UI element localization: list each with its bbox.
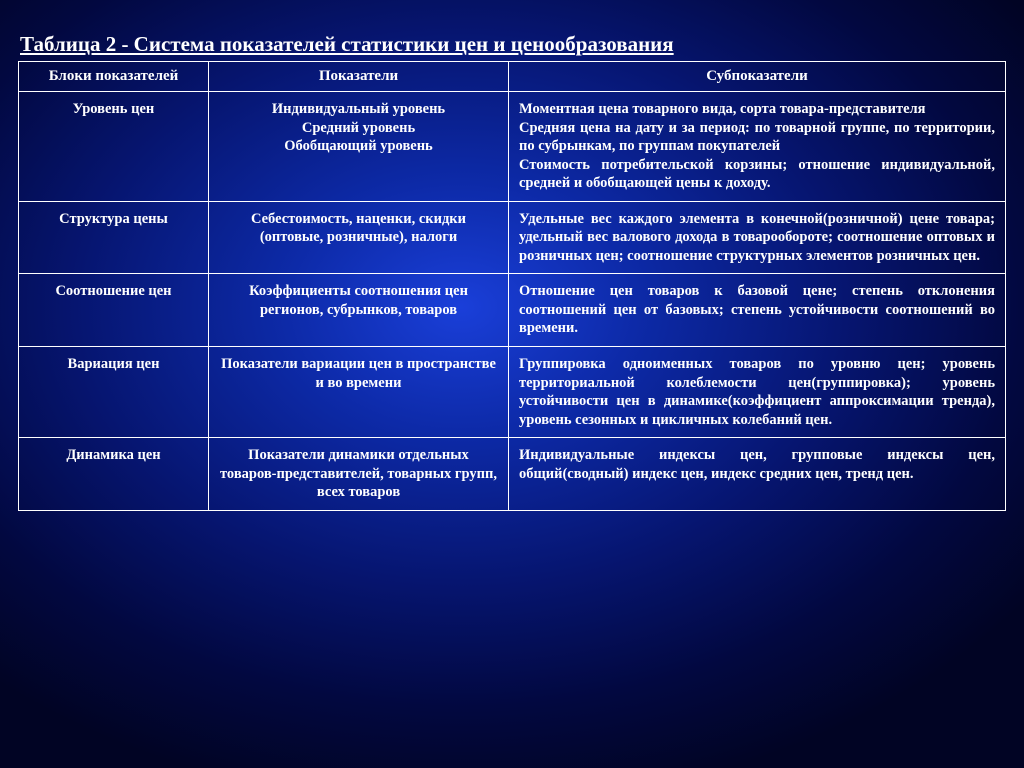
cell-indicators: Себестоимость, наценки, скидки (оптовые,… — [209, 201, 509, 274]
table-row: Динамика цен Показатели динамики отдельн… — [19, 438, 1006, 511]
cell-block: Соотношение цен — [19, 274, 209, 347]
cell-block: Динамика цен — [19, 438, 209, 511]
cell-block: Вариация цен — [19, 347, 209, 438]
cell-sub: Группировка одноименных товаров по уровн… — [509, 347, 1006, 438]
cell-block: Уровень цен — [19, 92, 209, 202]
cell-indicators: Коэффициенты соотношения цен регионов, с… — [209, 274, 509, 347]
cell-sub: Отношение цен товаров к базовой цене; ст… — [509, 274, 1006, 347]
table-row: Соотношение цен Коэффициенты соотношения… — [19, 274, 1006, 347]
table-row: Структура цены Себестоимость, наценки, с… — [19, 201, 1006, 274]
cell-indicators: Показатели вариации цен в пространстве и… — [209, 347, 509, 438]
header-indicators: Показатели — [209, 62, 509, 92]
cell-block: Структура цены — [19, 201, 209, 274]
cell-indicators: Показатели динамики отдельных товаров-пр… — [209, 438, 509, 511]
cell-sub: Индивидуальные индексы цен, групповые ин… — [509, 438, 1006, 511]
cell-sub: Моментная цена товарного вида, сорта тов… — [509, 92, 1006, 202]
cell-sub: Удельные вес каждого элемента в конечной… — [509, 201, 1006, 274]
table-row: Вариация цен Показатели вариации цен в п… — [19, 347, 1006, 438]
table-header-row: Блоки показателей Показатели Субпоказате… — [19, 62, 1006, 92]
header-subindicators: Субпоказатели — [509, 62, 1006, 92]
slide: Таблица 2 - Система показателей статисти… — [0, 0, 1024, 768]
slide-title: Таблица 2 - Система показателей статисти… — [20, 32, 1006, 57]
indicators-table: Блоки показателей Показатели Субпоказате… — [18, 61, 1006, 511]
table-row: Уровень цен Индивидуальный уровеньСредни… — [19, 92, 1006, 202]
cell-indicators: Индивидуальный уровеньСредний уровеньОбо… — [209, 92, 509, 202]
header-blocks: Блоки показателей — [19, 62, 209, 92]
